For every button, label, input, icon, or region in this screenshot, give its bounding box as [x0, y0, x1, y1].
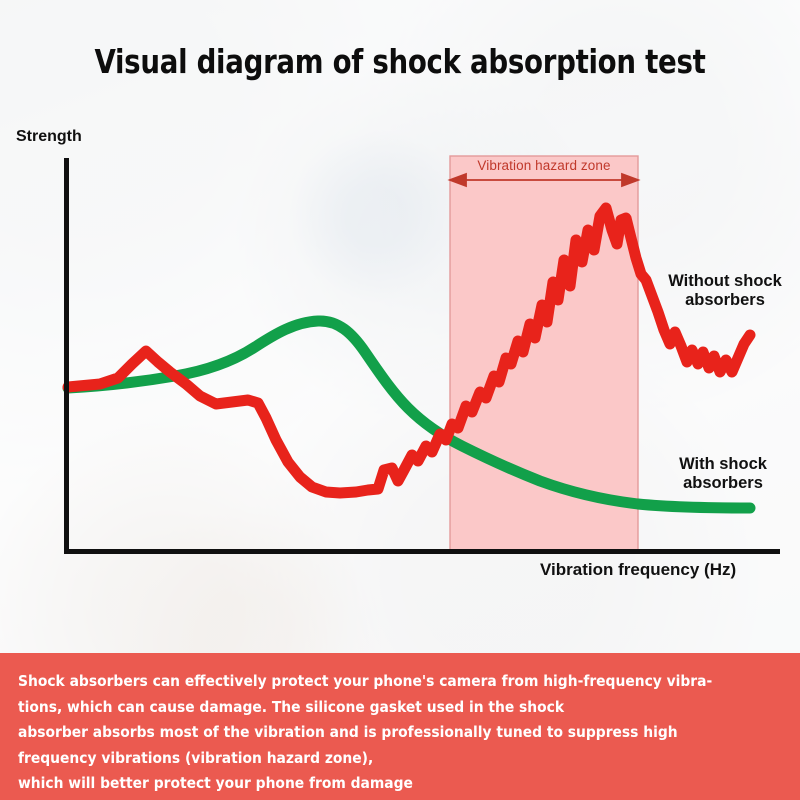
series-label-with-shock-absorbers: With shock absorbers: [679, 455, 767, 493]
page-title: Visual diagram of shock absorption test: [94, 42, 706, 81]
series-without-shock-absorbers: [62, 202, 756, 499]
hazard-zone-arrow: [447, 172, 641, 188]
series-label-without-shock-absorbers: Without shock absorbers: [668, 272, 782, 310]
hazard-zone-label: Vibration hazard zone: [477, 158, 611, 173]
description-banner: Shock absorbers can effectively protect …: [0, 653, 800, 800]
chart-svg: [62, 155, 780, 554]
shock-absorption-chart: Strength Vibration frequency (Hz) Vibrat…: [16, 128, 782, 579]
x-axis-label: Vibration frequency (Hz): [540, 560, 737, 579]
y-axis-label: Strength: [16, 128, 82, 145]
description-banner-text: Shock absorbers can effectively protect …: [18, 672, 713, 792]
series-with-shock-absorbers: [62, 315, 756, 514]
